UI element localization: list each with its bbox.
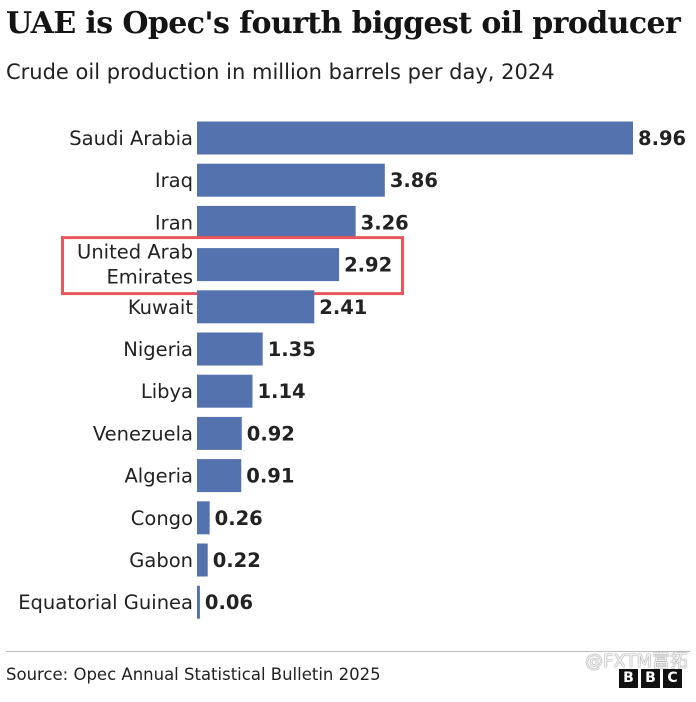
bar (197, 248, 340, 282)
value-label: 3.86 (390, 169, 438, 192)
source-note: Source: Opec Annual Statistical Bulletin… (6, 665, 381, 684)
category-label: Iran (155, 211, 193, 234)
category-label: Kuwait (128, 296, 193, 319)
bar (197, 163, 385, 197)
bar (197, 290, 315, 324)
value-label: 0.92 (247, 422, 295, 445)
category-label: Gabon (129, 549, 193, 572)
value-label: 2.92 (344, 254, 392, 277)
value-label: 1.14 (257, 380, 305, 403)
bar (197, 374, 253, 408)
category-label: Equatorial Guinea (18, 591, 193, 614)
value-label: 2.41 (319, 296, 367, 319)
value-label: 8.96 (638, 127, 686, 150)
category-label: Venezuela (93, 422, 193, 445)
bbc-logo-letter: B (619, 669, 638, 688)
bar (197, 585, 200, 619)
category-label: Congo (131, 507, 193, 530)
category-label: Nigeria (123, 338, 193, 361)
footer-divider (6, 651, 690, 652)
bar (197, 205, 356, 239)
chart-title: UAE is Opec's fourth biggest oil produce… (6, 6, 681, 41)
category-label: Algeria (124, 465, 193, 488)
category-label: Saudi Arabia (69, 127, 193, 150)
chart-subtitle: Crude oil production in million barrels … (6, 60, 555, 84)
value-label: 0.26 (215, 507, 263, 530)
value-label: 0.06 (205, 591, 253, 614)
category-label: Libya (141, 380, 193, 403)
bar (197, 543, 208, 577)
bar (197, 416, 242, 450)
value-label: 0.91 (246, 465, 294, 488)
watermark: @FXTM富拓 (585, 651, 688, 672)
category-label: Iraq (155, 169, 193, 192)
value-label: 3.26 (361, 211, 409, 234)
value-label: 1.35 (268, 338, 316, 361)
bar (197, 121, 633, 155)
value-label: 0.22 (213, 549, 261, 572)
category-label: United Arab Emirates (77, 241, 193, 289)
bbc-logo: B B C (619, 669, 682, 688)
bar-chart: Saudi Arabia 8.96 Iraq 3.86 Iran 3.26 United A… (18, 121, 686, 619)
bbc-logo-letter: B (641, 669, 660, 688)
bar (197, 332, 263, 366)
bbc-logo-letter: C (663, 669, 682, 688)
bar (197, 459, 242, 493)
bar (197, 501, 210, 535)
